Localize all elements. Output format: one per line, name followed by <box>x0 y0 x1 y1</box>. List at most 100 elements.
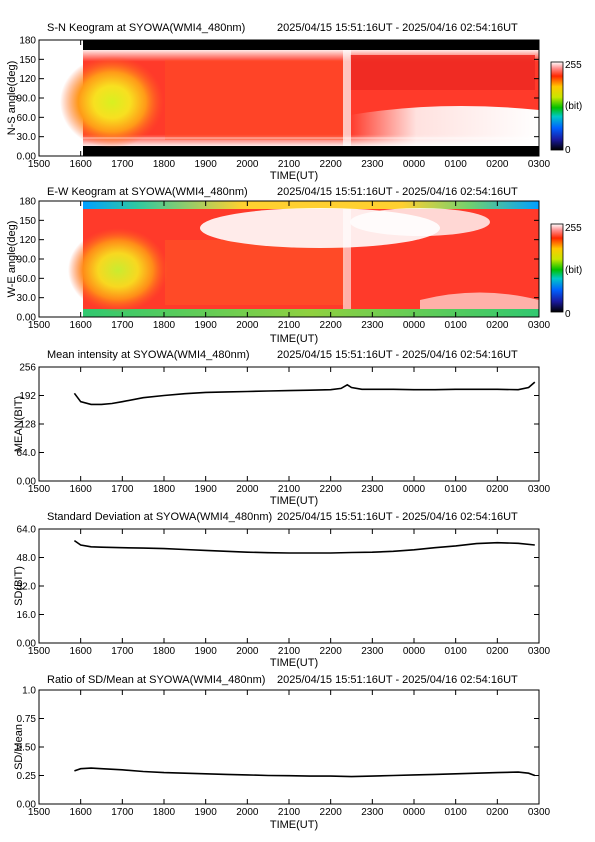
x-tick-label: 1500 <box>28 320 51 331</box>
x-tick-label: 1600 <box>70 320 93 331</box>
x-tick-label: 2000 <box>236 159 259 170</box>
x-tick-label: 2000 <box>236 646 259 657</box>
y-tick-label: 0.00 <box>17 313 37 324</box>
x-tick-label: 0200 <box>486 646 509 657</box>
ew-keogram-image <box>39 201 539 317</box>
sd-panel: Standard Deviation at SYOWA(WMI4_480nm) … <box>13 511 551 669</box>
y-tick-label: 128 <box>19 420 36 431</box>
x-tick-label: 1700 <box>111 320 134 331</box>
x-tick-label: 1700 <box>111 646 134 657</box>
x-tick-label: 0200 <box>486 320 509 331</box>
x-tick-label: 2300 <box>361 159 384 170</box>
y-tick-label: 0.50 <box>17 743 37 754</box>
sn-colorbar-min: 0 <box>565 145 571 156</box>
sn-keogram-y-ticks: 0.00 30.0 60.0 90.0 120 150 180 <box>17 36 539 163</box>
y-tick-label: 0.00 <box>17 800 37 811</box>
x-tick-label: 1900 <box>195 320 218 331</box>
y-tick-label: 150 <box>19 55 36 66</box>
x-tick-label: 0300 <box>528 646 551 657</box>
x-tick-label: 1900 <box>195 646 218 657</box>
ew-colorbar-max: 255 <box>565 223 582 234</box>
ew-keogram-ylabel: W-E angle(deg) <box>6 221 18 298</box>
ratio-x-ticks: 1500 1600 1700 1800 1900 2000 2100 2200 2300 0000… <box>28 690 551 818</box>
sd-frame <box>38 528 540 644</box>
x-tick-label: 2300 <box>361 484 384 495</box>
ratio-panel: Ratio of SD/Mean at SYOWA(WMI4_480nm) 20… <box>13 674 551 831</box>
x-tick-label: 0200 <box>486 484 509 495</box>
x-tick-label: 1900 <box>195 484 218 495</box>
x-tick-label: 2200 <box>320 484 343 495</box>
x-tick-label: 2300 <box>361 320 384 331</box>
mean-title: Mean intensity at SYOWA(WMI4_480nm) <box>47 349 250 361</box>
x-tick-label: 2100 <box>278 807 301 818</box>
y-tick-label: 180 <box>19 197 36 208</box>
sn-keogram-image <box>39 40 539 156</box>
x-tick-label: 2200 <box>320 320 343 331</box>
ew-keogram-title: E-W Keogram at SYOWA(WMI4_480nm) <box>47 186 248 198</box>
x-tick-label: 2300 <box>361 807 384 818</box>
x-tick-label: 2100 <box>278 320 301 331</box>
x-tick-label: 0100 <box>445 646 468 657</box>
sn-colorbar-unit: (bit) <box>565 101 582 112</box>
x-tick-label: 2000 <box>236 484 259 495</box>
ratio-time-range: 2025/04/15 15:51:16UT - 2025/04/16 02:54… <box>277 674 518 686</box>
y-tick-label: 0.75 <box>17 714 37 725</box>
mean-series-line <box>73 381 536 406</box>
x-tick-label: 1500 <box>28 159 51 170</box>
x-tick-label: 1900 <box>195 807 218 818</box>
y-tick-label: 32.0 <box>17 582 37 593</box>
ew-colorbar-unit: (bit) <box>565 265 582 276</box>
sn-colorbar-max: 255 <box>565 60 582 71</box>
x-tick-label: 0100 <box>445 159 468 170</box>
y-tick-label: 0.25 <box>17 771 37 782</box>
x-tick-label: 0000 <box>403 320 426 331</box>
ratio-title: Ratio of SD/Mean at SYOWA(WMI4_480nm) <box>47 674 265 686</box>
x-tick-label: 0300 <box>528 807 551 818</box>
mean-ylabel: MEAN(BIT) <box>13 396 25 452</box>
x-tick-label: 1600 <box>70 159 93 170</box>
y-tick-label: 60.0 <box>17 113 37 124</box>
x-tick-label: 1800 <box>153 484 176 495</box>
x-tick-label: 0200 <box>486 159 509 170</box>
x-tick-label: 1800 <box>153 320 176 331</box>
mean-xlabel: TIME(UT) <box>270 495 318 507</box>
x-tick-label: 2200 <box>320 807 343 818</box>
x-tick-label: 2100 <box>278 159 301 170</box>
y-tick-label: 48.0 <box>17 553 37 564</box>
x-tick-label: 1600 <box>70 646 93 657</box>
ew-keogram-y-ticks: 0.00 30.0 60.0 90.0 120 150 180 <box>17 197 539 324</box>
mean-time-range: 2025/04/15 15:51:16UT - 2025/04/16 02:54… <box>277 349 518 361</box>
mean-frame <box>38 366 540 482</box>
sn-keogram-title: S-N Keogram at SYOWA(WMI4_480nm) <box>47 22 245 34</box>
x-tick-label: 1800 <box>153 807 176 818</box>
sn-keogram-xlabel: TIME(UT) <box>270 170 318 182</box>
x-tick-label: 0000 <box>403 159 426 170</box>
x-tick-label: 2000 <box>236 807 259 818</box>
x-tick-label: 0300 <box>528 320 551 331</box>
ew-keogram-time-range: 2025/04/15 15:51:16UT - 2025/04/16 02:54… <box>277 186 518 198</box>
x-tick-label: 2100 <box>278 484 301 495</box>
ew-keogram-xlabel: TIME(UT) <box>270 333 318 345</box>
y-tick-label: 60.0 <box>17 274 37 285</box>
x-tick-label: 1600 <box>70 484 93 495</box>
x-tick-label: 1700 <box>111 807 134 818</box>
y-tick-label: 256 <box>19 363 36 374</box>
y-tick-label: 90.0 <box>17 255 37 266</box>
x-tick-label: 0000 <box>403 646 426 657</box>
x-tick-label: 0100 <box>445 484 468 495</box>
sd-series-line <box>73 539 535 554</box>
x-tick-label: 0100 <box>445 320 468 331</box>
x-tick-label: 1800 <box>153 159 176 170</box>
y-tick-label: 150 <box>19 216 36 227</box>
y-tick-label: 30.0 <box>17 293 37 304</box>
x-tick-label: 1600 <box>70 807 93 818</box>
y-tick-label: 0.00 <box>17 477 37 488</box>
x-tick-label: 1500 <box>28 646 51 657</box>
y-tick-label: 180 <box>19 36 36 47</box>
mean-y-ticks: 0.00 64.0 128 192 256 <box>17 363 539 488</box>
ew-colorbar: 255 (bit) 0 <box>550 223 582 320</box>
y-tick-label: 0.00 <box>17 152 37 163</box>
x-tick-label: 2100 <box>278 646 301 657</box>
sd-ylabel: SD(BIT) <box>13 566 25 606</box>
